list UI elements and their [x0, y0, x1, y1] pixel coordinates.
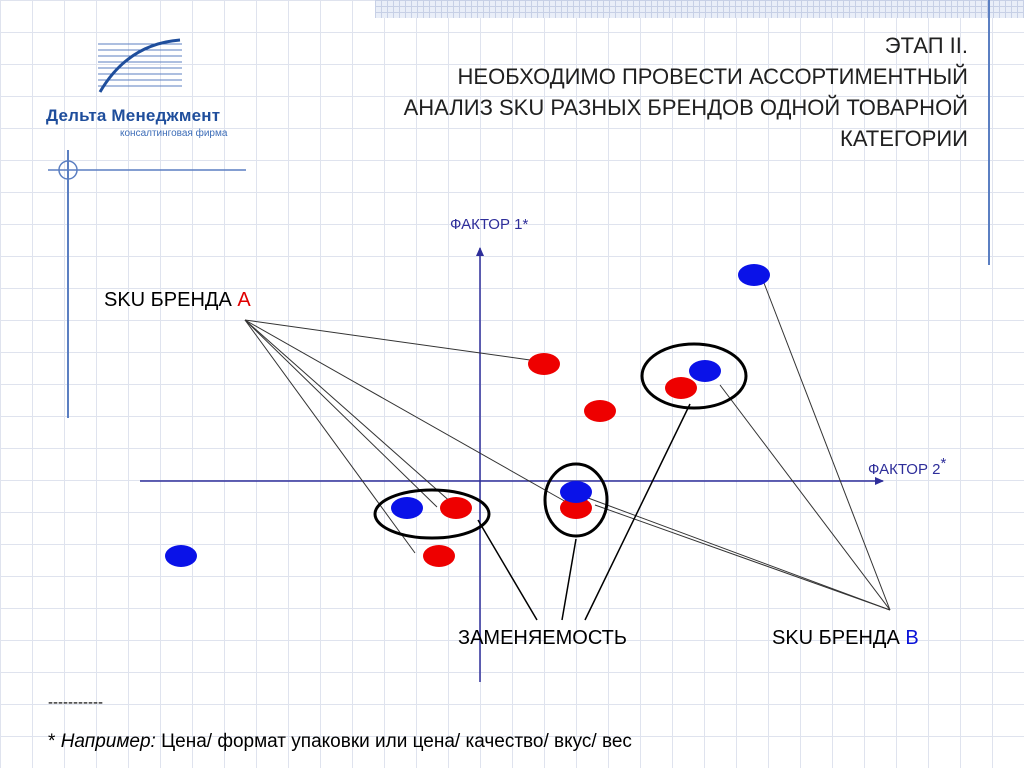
company-logo: Дельта Менеджмент консалтинговая фирма	[40, 38, 250, 148]
header-band	[375, 0, 1024, 18]
title-line: ЭТАП II.	[884, 33, 968, 58]
sku-a-point	[440, 497, 472, 519]
brand-a-letter: А	[237, 289, 251, 311]
y-axis-label: ФАКТОР 1*	[450, 216, 529, 233]
connector-line	[244, 319, 438, 508]
brand-b-label: SKU БРЕНДА В	[772, 627, 919, 650]
connector-line	[244, 319, 416, 554]
sku-a-point	[560, 497, 592, 519]
sku-a-point	[423, 545, 455, 567]
logo-arc-icon	[98, 38, 182, 93]
connector-line	[594, 504, 891, 611]
crosshair-decoration	[48, 150, 246, 418]
connector-line	[719, 384, 891, 611]
sku-a-point	[665, 377, 697, 399]
footnote-star: *	[48, 731, 56, 752]
title-line: КАТЕГОРИИ	[840, 126, 968, 151]
brand-b-letter: В	[905, 627, 919, 649]
substitution-ring	[640, 342, 748, 410]
brand-a-prefix: SKU БРЕНДА	[104, 289, 232, 311]
footnote-example-text: Цена/ формат упаковки или цена/ качество…	[161, 731, 632, 752]
x-axis-label-mark: *	[940, 455, 947, 472]
substitution-ring	[373, 488, 491, 540]
title-line: НЕОБХОДИМО ПРОВЕСТИ АССОРТИМЕНТНЫЙ	[457, 64, 968, 89]
header-rule	[988, 0, 990, 265]
sku-a-point	[584, 400, 616, 422]
sku-b-point	[738, 264, 770, 286]
sku-b-point	[689, 360, 721, 382]
footnote-separator: -----------	[48, 694, 103, 711]
brand-b-prefix: SKU БРЕНДА	[772, 627, 900, 649]
x-axis-label-text: ФАКТОР 2	[868, 461, 941, 478]
title-line: АНАЛИЗ SKU РАЗНЫХ БРЕНДОВ ОДНОЙ ТОВАРНОЙ	[403, 95, 968, 120]
connector-line	[763, 282, 891, 611]
x-axis-label: ФАКТОР 2*	[868, 455, 946, 478]
sku-b-point	[165, 545, 197, 567]
sku-b-point	[560, 481, 592, 503]
connector-line	[579, 494, 891, 611]
connector-line	[244, 319, 576, 508]
connector-line	[477, 519, 538, 621]
connector-line	[244, 319, 531, 361]
footnote-example-prefix: Например:	[60, 731, 156, 752]
connector-line	[244, 319, 454, 505]
page-title: ЭТАП II. НЕОБХОДИМО ПРОВЕСТИ АССОРТИМЕНТ…	[288, 30, 968, 154]
sku-b-point	[391, 497, 423, 519]
footnote: * Например: Цена/ формат упаковки или це…	[48, 731, 632, 753]
substitution-ring	[543, 462, 609, 538]
sku-a-point	[528, 353, 560, 375]
brand-tagline: консалтинговая фирма	[120, 128, 228, 139]
brand-a-label: SKU БРЕНДА А	[104, 289, 251, 312]
connector-line	[584, 403, 691, 621]
connector-line	[561, 538, 577, 621]
substitutability-label: ЗАМЕНЯЕМОСТЬ	[458, 627, 627, 649]
brand-name: Дельта Менеджмент	[46, 106, 221, 125]
